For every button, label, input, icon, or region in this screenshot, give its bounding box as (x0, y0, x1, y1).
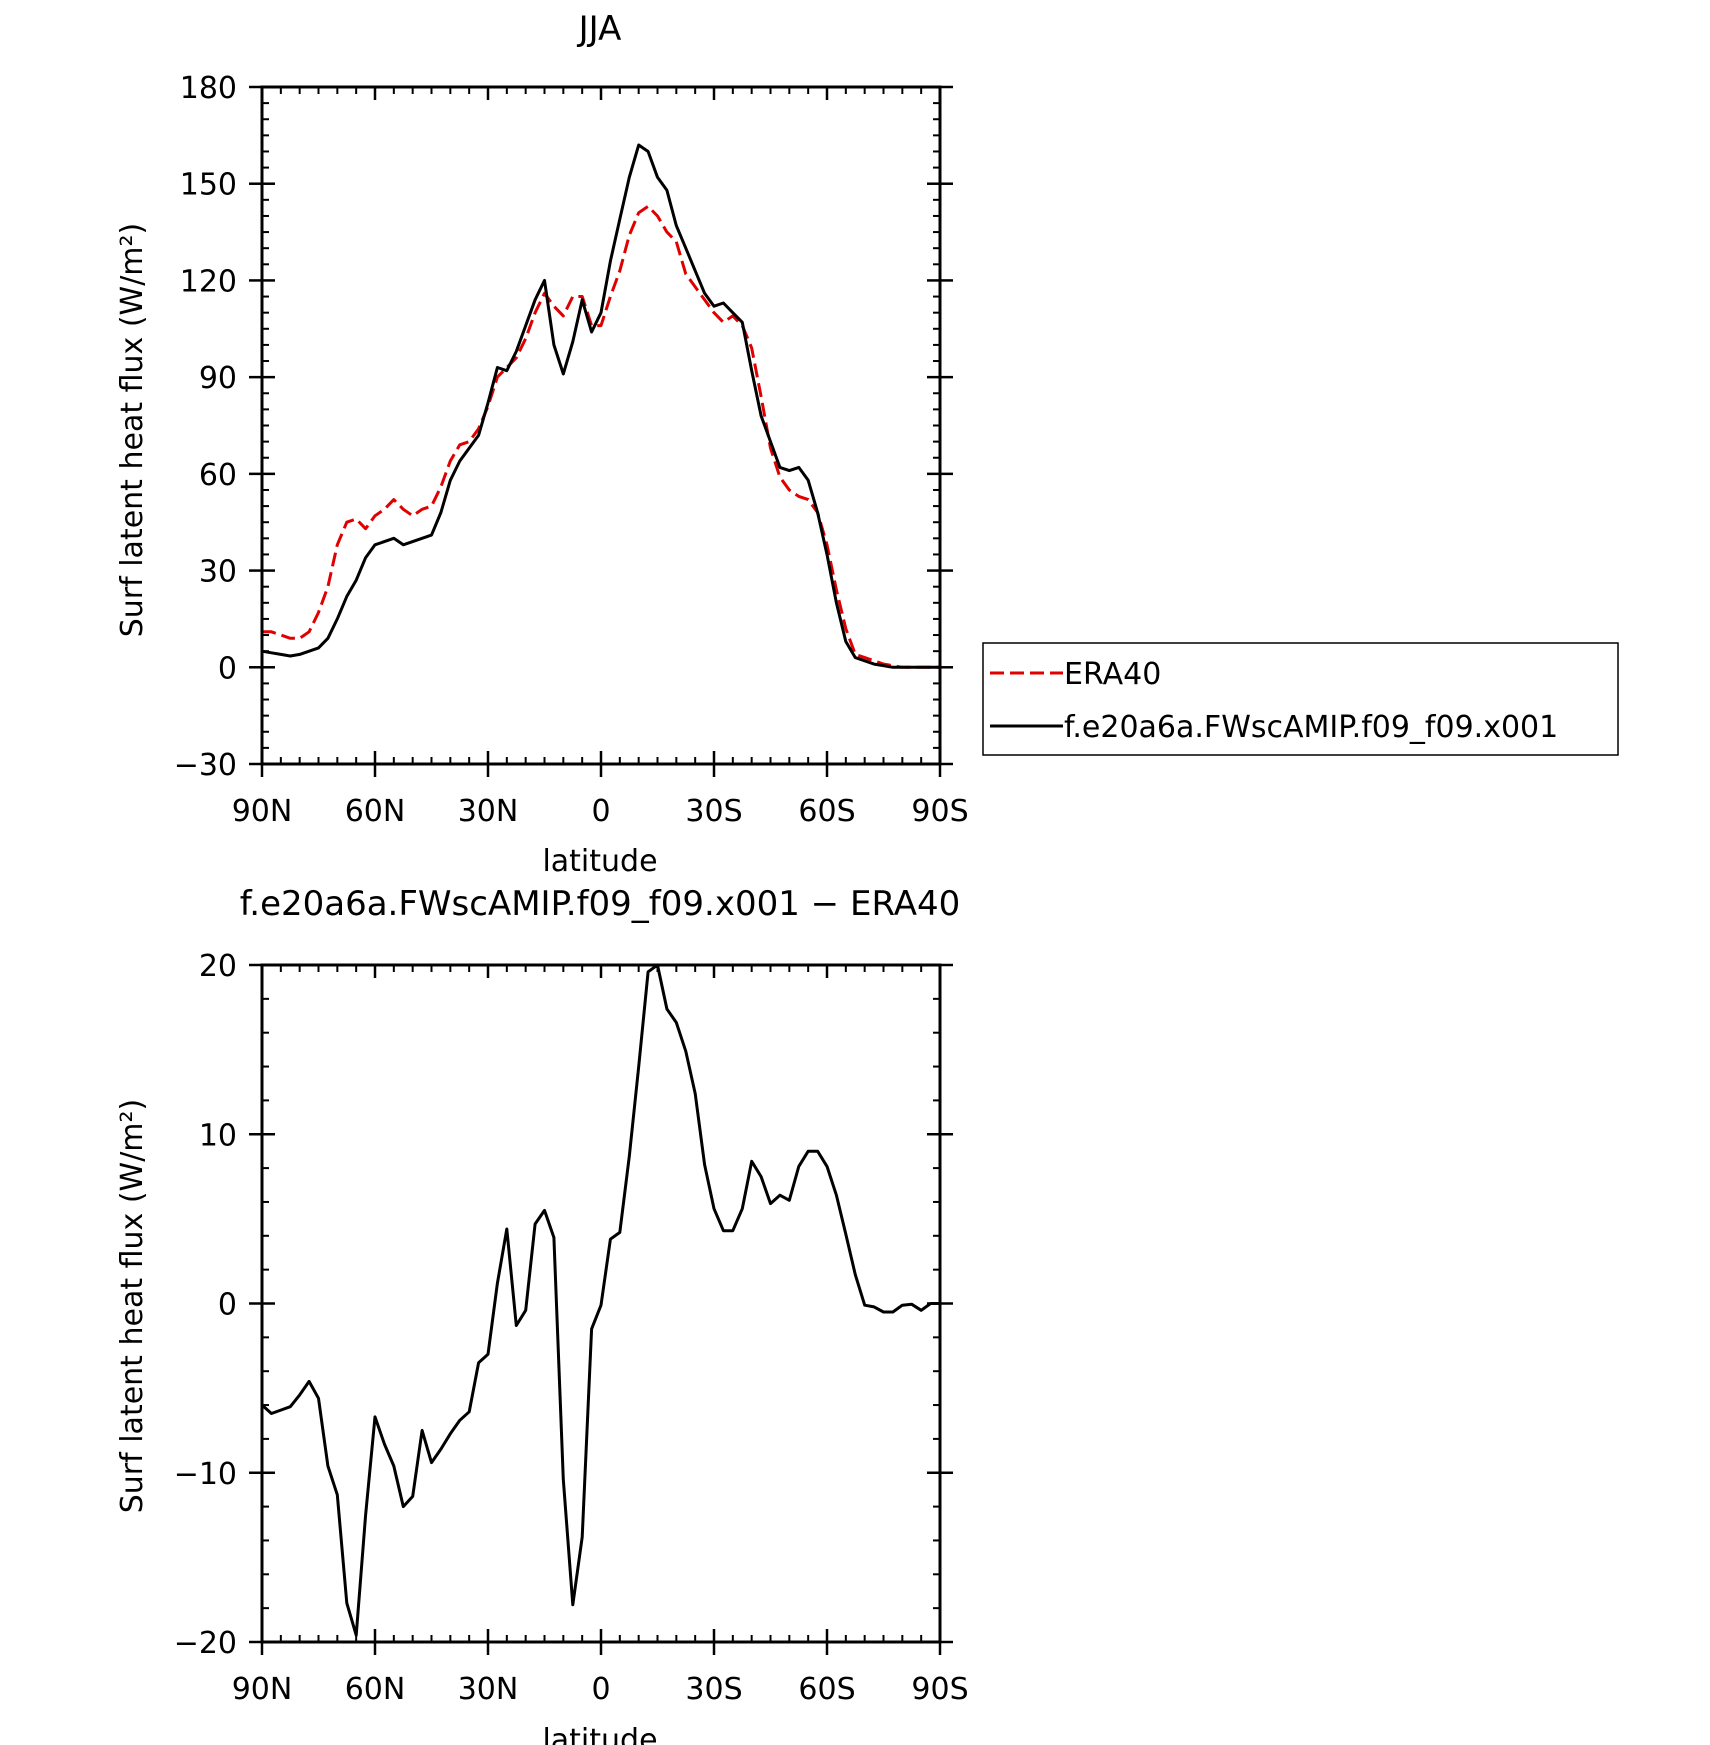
legend-item-model: f.e20a6a.FWscAMIP.f09_f09.x001 (990, 710, 1558, 745)
bottom-y-tick-label: 20 (199, 949, 237, 984)
bottom-series-line-0 (260, 963, 940, 1637)
top-y-tick-label: 60 (199, 458, 237, 493)
top-y-axis-label: Surf latent heat flux (W/m²) (115, 223, 150, 638)
bottom-x-tick-label: 0 (591, 1672, 610, 1707)
top-x-tick-label: 60N (345, 794, 406, 829)
top-series-line-0 (262, 204, 940, 669)
legend-label-model: f.e20a6a.FWscAMIP.f09_f09.x001 (1064, 710, 1558, 745)
top-x-tick-label: 60S (798, 794, 855, 829)
legend: ERA40 f.e20a6a.FWscAMIP.f09_f09.x001 (982, 642, 1619, 756)
top-y-tick-label: 180 (180, 71, 237, 106)
bottom-y-tick-label: 10 (199, 1118, 237, 1153)
top-series-line-1 (261, 143, 940, 669)
top-x-axis-label: latitude (542, 844, 657, 879)
legend-item-era40: ERA40 (990, 657, 1161, 692)
bottom-panel: f.e20a6a.FWscAMIP.f09_f09.x001 − ERA40 S… (115, 884, 969, 1745)
bottom-x-tick-label: 60S (798, 1672, 855, 1707)
top-y-tick-label: 90 (199, 361, 237, 396)
top-x-tick-label: 90S (911, 794, 968, 829)
top-x-tick-label: 0 (591, 794, 610, 829)
bottom-series-lines (260, 963, 940, 1637)
bottom-y-tick-label: 0 (218, 1288, 237, 1323)
legend-label-era40: ERA40 (1064, 657, 1161, 692)
top-plot-frame (260, 85, 942, 766)
bottom-x-tick-label: 30S (685, 1672, 742, 1707)
bottom-x-tick-label: 30N (458, 1672, 519, 1707)
top-y-tick-label: 120 (180, 264, 237, 299)
top-y-tick-label: 30 (199, 555, 237, 590)
top-panel: JJA Surf latent heat flux (W/m²) latitud… (115, 9, 969, 879)
bottom-plot-frame (260, 963, 942, 1644)
bottom-chart-title: f.e20a6a.FWscAMIP.f09_f09.x001 − ERA40 (240, 884, 960, 924)
bottom-x-tick-label: 90N (232, 1672, 293, 1707)
top-x-tick-label: 90N (232, 794, 293, 829)
bottom-x-axis-label: latitude (542, 1723, 657, 1745)
top-chart-title: JJA (577, 9, 622, 49)
bottom-x-tick-label: 60N (345, 1672, 406, 1707)
top-y-tick-label: 0 (218, 651, 237, 686)
bottom-y-tick-label: −20 (174, 1626, 237, 1661)
top-y-tick-label: 150 (180, 168, 237, 203)
top-x-tick-label: 30S (685, 794, 742, 829)
bottom-x-tick-label: 90S (911, 1672, 968, 1707)
legend-box (982, 642, 1619, 756)
bottom-y-axis-label: Surf latent heat flux (W/m²) (115, 1099, 150, 1514)
top-tick-labels: 90N 60N 30N 0 30S 60S 90S −30 0 30 60 90 120 150 180 (174, 71, 969, 829)
bottom-tick-labels: 90N 60N 30N 0 30S 60S 90S −20 −10 0 10 20 (174, 949, 969, 1707)
bottom-y-tick-label: −10 (174, 1457, 237, 1492)
top-x-tick-label: 30N (458, 794, 519, 829)
top-series-lines (261, 143, 940, 669)
top-y-tick-label: −30 (174, 748, 237, 783)
